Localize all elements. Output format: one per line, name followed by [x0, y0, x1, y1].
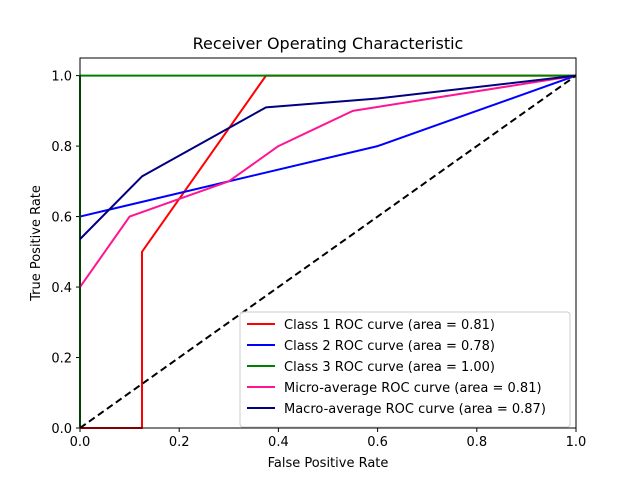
y-tick-label: 0.4: [51, 281, 72, 296]
x-tick-label: 0.6: [367, 435, 388, 450]
legend-label-2: Class 2 ROC curve (area = 0.78): [284, 339, 495, 354]
legend-label-4: Micro-average ROC curve (area = 0.81): [284, 381, 542, 396]
y-tick-label: 0.0: [51, 422, 72, 437]
series-line-4: [79, 74, 577, 288]
y-tick-label: 0.8: [51, 140, 72, 155]
x-tick-label: 0.2: [169, 435, 190, 450]
chance-reference-line: [79, 74, 577, 429]
y-axis-label: True Positive Rate: [29, 185, 44, 302]
x-tick-label: 0.0: [70, 435, 91, 450]
x-axis-label: False Positive Rate: [268, 456, 389, 471]
y-tick-label: 0.6: [51, 211, 72, 226]
series-line-5: [79, 74, 577, 240]
legend-box: [239, 311, 571, 428]
legend-label-5: Macro-average ROC curve (area = 0.87): [284, 402, 546, 417]
legend-label-1: Class 1 ROC curve (area = 0.81): [284, 318, 495, 333]
plot-area-frame: [79, 57, 577, 429]
x-tick-label: 1.0: [566, 435, 587, 450]
legend: Class 1 ROC curve (area = 0.81) Class 2 R…: [239, 311, 571, 428]
series-line-2: [79, 74, 577, 218]
axis-ticks: 0.0 0.2 0.4 0.6 0.8 1.0 0.0 0.2 0.4 0.6 0.8 1.0: [51, 70, 586, 450]
legend-label-3: Class 3 ROC curve (area = 1.00): [284, 360, 495, 375]
y-tick-label: 0.2: [51, 352, 72, 367]
x-tick-label: 0.8: [466, 435, 487, 450]
chart-title: Receiver Operating Characteristic: [193, 34, 464, 53]
x-tick-label: 0.4: [268, 435, 289, 450]
y-tick-label: 1.0: [51, 70, 72, 85]
